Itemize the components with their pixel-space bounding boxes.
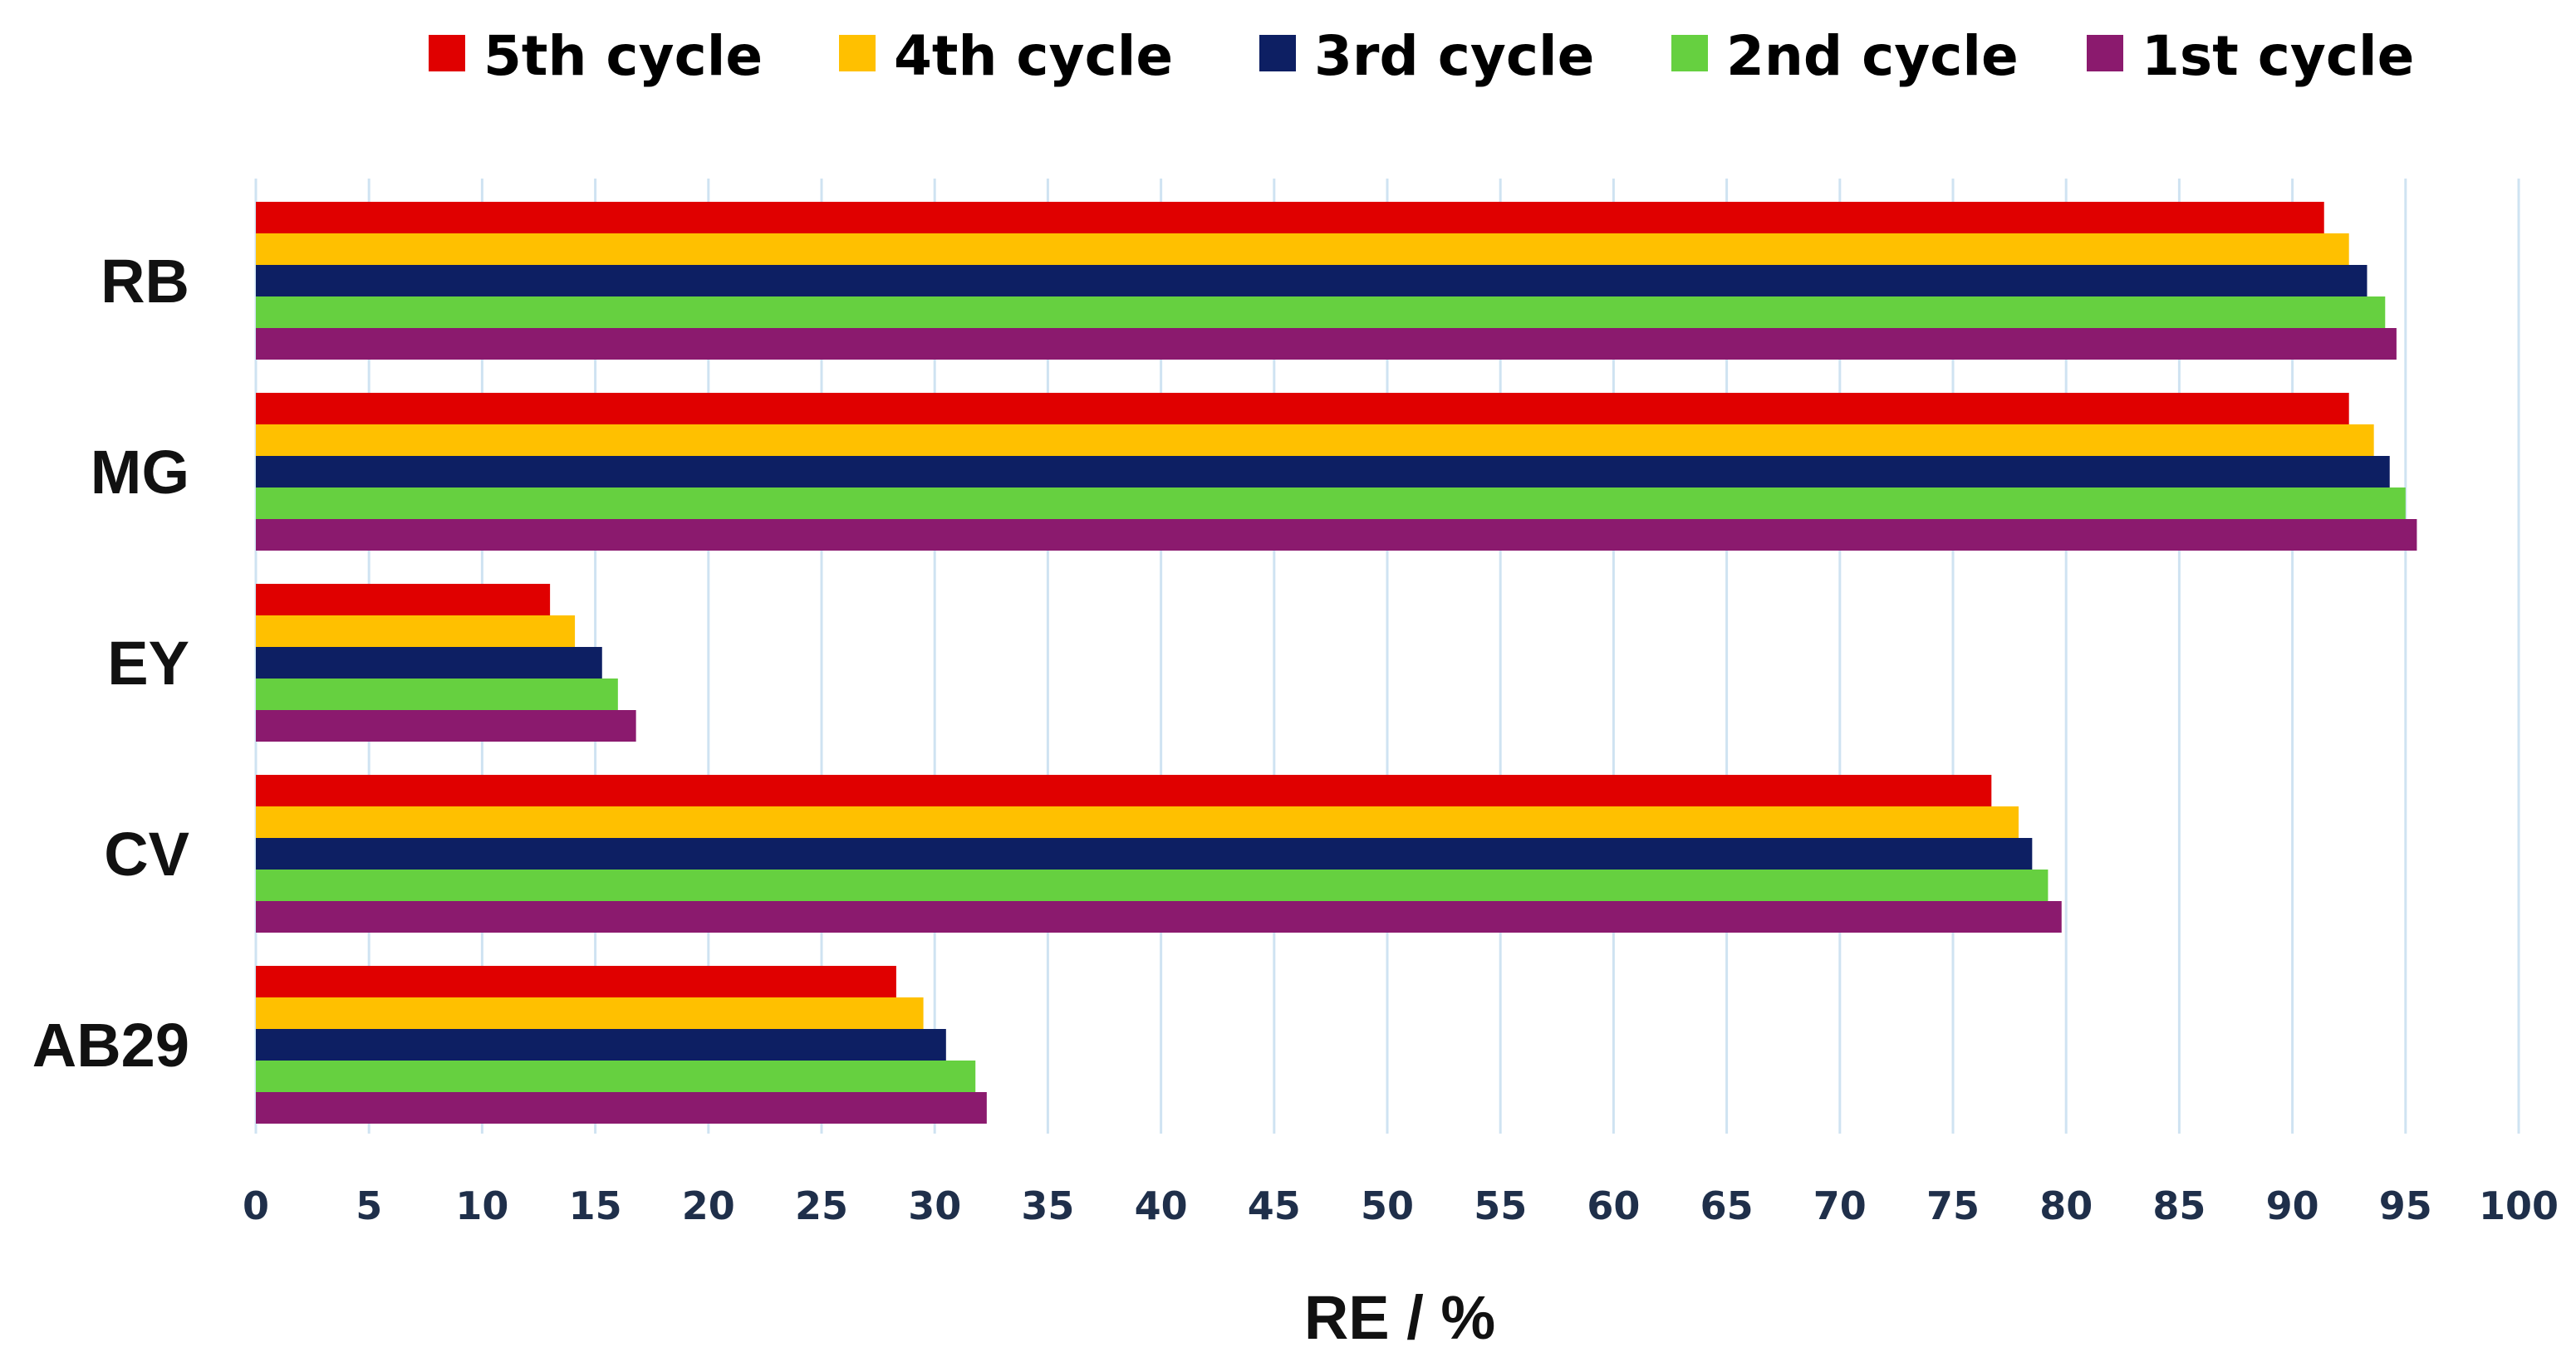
x-tick-label: 30 <box>908 1183 961 1228</box>
legend: 5th cycle 4th cycle 3rd cycle 2nd cycle 1st … <box>429 24 2414 88</box>
x-axis-title: RE / % <box>1304 1283 1495 1352</box>
legend-label: 5th cycle <box>483 24 763 88</box>
legend-swatch-2nd-cycle <box>1671 35 1708 71</box>
x-tick-label: 45 <box>1248 1183 1301 1228</box>
bar-mg-2nd-cycle <box>256 487 2406 519</box>
x-tick-label: 35 <box>1021 1183 1074 1228</box>
bar-series <box>256 202 2417 1124</box>
x-tick-label: 60 <box>1587 1183 1640 1228</box>
x-tick-label: 95 <box>2379 1183 2432 1228</box>
x-tick-label: 25 <box>795 1183 848 1228</box>
x-tick-label: 10 <box>455 1183 508 1228</box>
x-tick-label: 80 <box>2039 1183 2093 1228</box>
bar-mg-3rd-cycle <box>256 456 2390 487</box>
category-label-ab29: AB29 <box>32 1011 189 1080</box>
x-tick-label: 100 <box>2479 1183 2559 1228</box>
y-axis-categories: RB MG EY CV AB29 <box>32 247 189 1080</box>
bar-mg-5th-cycle <box>256 393 2349 424</box>
x-tick-label: 0 <box>243 1183 269 1228</box>
x-tick-label: 40 <box>1135 1183 1188 1228</box>
x-tick-label: 75 <box>1926 1183 1980 1228</box>
bar-rb-1st-cycle <box>256 328 2397 360</box>
legend-label: 3rd cycle <box>1314 24 1594 88</box>
bar-cv-1st-cycle <box>256 901 2062 933</box>
bar-ey-4th-cycle <box>256 615 576 647</box>
bar-ey-3rd-cycle <box>256 647 602 679</box>
x-tick-label: 65 <box>1700 1183 1754 1228</box>
bar-ab29-1st-cycle <box>256 1092 987 1124</box>
x-tick-label: 55 <box>1474 1183 1527 1228</box>
legend-swatch-5th-cycle <box>429 35 465 71</box>
legend-swatch-4th-cycle <box>839 35 876 71</box>
category-label-mg: MG <box>91 438 189 507</box>
bar-cv-4th-cycle <box>256 806 2019 838</box>
x-tick-label: 20 <box>682 1183 735 1228</box>
x-tick-label: 70 <box>1813 1183 1867 1228</box>
bar-rb-3rd-cycle <box>256 265 2367 296</box>
x-tick-label: 85 <box>2152 1183 2206 1228</box>
bar-ey-5th-cycle <box>256 584 551 615</box>
legend-swatch-1st-cycle <box>2087 35 2123 71</box>
category-label-ey: EY <box>107 629 189 698</box>
bar-mg-4th-cycle <box>256 424 2374 456</box>
bar-rb-4th-cycle <box>256 233 2349 265</box>
bar-ey-2nd-cycle <box>256 679 618 710</box>
bar-ey-1st-cycle <box>256 710 636 742</box>
bar-ab29-3rd-cycle <box>256 1029 946 1061</box>
x-tick-label: 15 <box>569 1183 622 1228</box>
bar-ab29-5th-cycle <box>256 966 896 997</box>
category-label-rb: RB <box>101 247 189 316</box>
bar-cv-3rd-cycle <box>256 838 2033 870</box>
legend-swatch-3rd-cycle <box>1259 35 1296 71</box>
bar-cv-2nd-cycle <box>256 870 2049 901</box>
legend-label: 2nd cycle <box>1726 24 2019 88</box>
bar-ab29-2nd-cycle <box>256 1061 976 1092</box>
bar-rb-5th-cycle <box>256 202 2324 233</box>
x-tick-label: 50 <box>1361 1183 1414 1228</box>
x-tick-label: 5 <box>356 1183 382 1228</box>
legend-label: 1st cycle <box>2142 24 2414 88</box>
category-label-cv: CV <box>104 820 189 889</box>
bar-cv-5th-cycle <box>256 775 1992 806</box>
bar-ab29-4th-cycle <box>256 997 924 1029</box>
bar-rb-2nd-cycle <box>256 296 2386 328</box>
legend-label: 4th cycle <box>894 24 1173 88</box>
bar-mg-1st-cycle <box>256 519 2417 551</box>
x-tick-label: 90 <box>2266 1183 2319 1228</box>
x-axis: 0 5 10 15 20 25 30 35 40 45 50 55 60 65 70 75 80 85 90 95 10… <box>243 1183 2559 1228</box>
